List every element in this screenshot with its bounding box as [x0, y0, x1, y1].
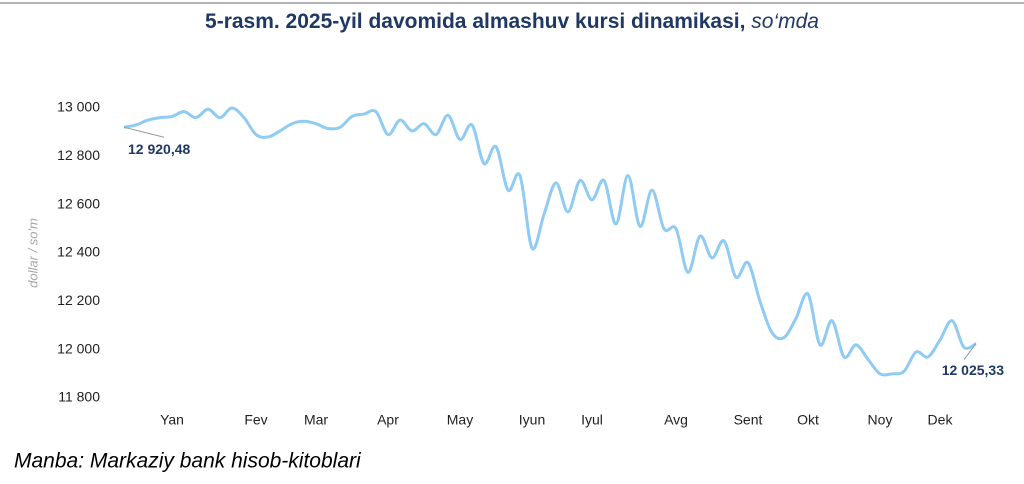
y-tick-label: 12 600 — [57, 195, 100, 211]
chart-title-unit: so‘mda — [751, 10, 819, 33]
chart-title-group: 5-rasm. 2025-yil davomida almashuv kursi… — [205, 10, 819, 33]
source-note: Manba: Markaziy bank hisob-kitoblari — [14, 450, 362, 473]
x-tick-label: Apr — [377, 412, 399, 428]
x-tick-label: Okt — [797, 412, 819, 428]
annotation-leader — [963, 343, 977, 360]
x-tick-label: Avg — [664, 412, 688, 428]
chart-title: 5-rasm. 2025-yil davomida almashuv kursi… — [205, 10, 745, 33]
y-axis-label: dollar / so'm — [25, 218, 40, 288]
y-tick-label: 12 800 — [57, 147, 100, 163]
annotation-label: 12 025,33 — [942, 362, 1004, 378]
y-tick-label: 12 400 — [57, 244, 100, 260]
y-tick-label: 12 000 — [57, 340, 100, 356]
data-line — [123, 106, 977, 377]
x-tick-label: Dek — [928, 412, 954, 428]
x-tick-label: Yan — [160, 412, 184, 428]
x-tick-label: Iyul — [581, 412, 603, 428]
annotation-label: 12 920,48 — [128, 141, 190, 157]
x-tick-label: Iyun — [519, 412, 545, 428]
x-tick-label: May — [447, 412, 473, 428]
x-tick-label: Fev — [244, 412, 267, 428]
annotation-leader — [123, 126, 165, 138]
x-tick-label: Mar — [304, 412, 328, 428]
y-tick-label: 13 000 — [57, 99, 100, 115]
x-tick-label: Sent — [734, 412, 763, 428]
y-tick-label: 12 200 — [57, 292, 100, 308]
x-tick-label: Noy — [868, 412, 893, 428]
y-tick-label: 11 800 — [58, 389, 100, 405]
